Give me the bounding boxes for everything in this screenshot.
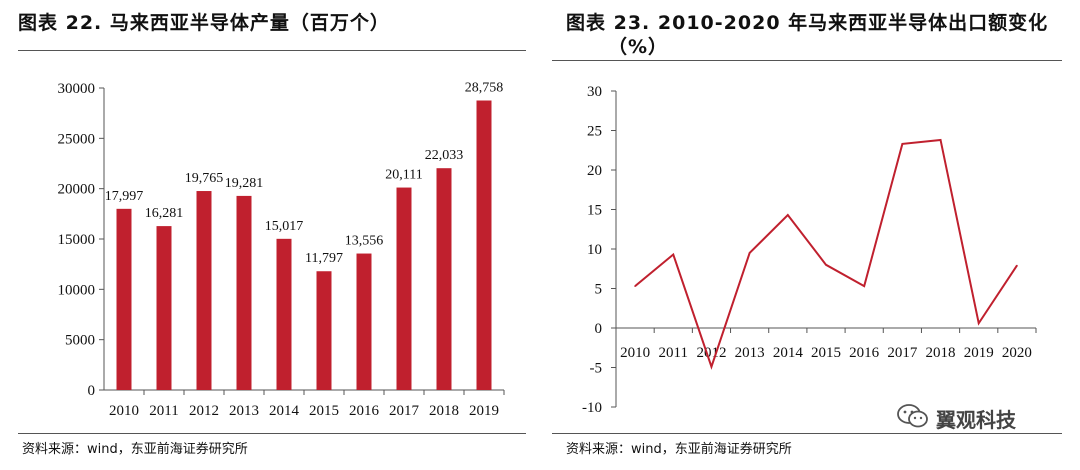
wechat-icon (897, 404, 928, 428)
bar-chart: 0 5000 10000 15000 20000 25000 30000 17,997 2010… (58, 81, 505, 419)
line-y-tick-label: 5 (595, 282, 603, 298)
bar-y-tick-label: 5000 (65, 333, 95, 349)
line-point (825, 264, 827, 266)
bar-x-tick-label: 2011 (149, 403, 178, 419)
bar-data-label: 19,765 (185, 171, 224, 186)
line-x-tick-label: 2017 (887, 345, 918, 361)
bar (396, 187, 412, 390)
bar-data-label: 16,281 (145, 206, 184, 221)
watermark-text: 翼观科技 (936, 408, 1016, 432)
bar (436, 168, 452, 390)
line-x-tick-label: 2020 (1002, 345, 1032, 361)
bar (156, 226, 172, 390)
line-y-tick-label: 15 (587, 203, 602, 219)
line-point (748, 252, 751, 254)
line-point (1016, 264, 1018, 267)
bar-x-tick-label: 2018 (429, 403, 459, 419)
bar-data-label: 22,033 (425, 148, 464, 163)
bar-x-tick-label: 2015 (309, 403, 339, 419)
bar-data-label: 19,281 (225, 176, 264, 191)
bar (316, 271, 332, 390)
line-x-tick-label: 2016 (849, 345, 880, 361)
line-y-tick-label: 10 (587, 242, 602, 258)
bar (116, 208, 132, 390)
right-chart-title-line1: 图表 23. 2010-2020 年马来西亚半导体出口额变化 (566, 12, 1049, 34)
line-point (977, 322, 980, 325)
line-point (710, 365, 713, 368)
bar-data-label: 13,556 (345, 234, 384, 249)
line-y-tick-label: -10 (582, 400, 602, 416)
line-y-tick-label: 20 (587, 163, 602, 179)
left-source-rule (18, 433, 526, 434)
line-x-tick-label: 2011 (659, 345, 688, 361)
bar-y-tick-label: 25000 (58, 131, 96, 147)
right-source-rule (552, 433, 1062, 434)
bar-x-tick-label: 2014 (269, 403, 300, 419)
line-y-tick-label: 25 (587, 124, 602, 140)
bar-x-tick-label: 2012 (189, 403, 219, 419)
line-x-tick-label: 2012 (696, 345, 726, 361)
left-chart-title: 图表 22. 马来西亚半导体产量（百万个） (18, 12, 390, 34)
bar-y-tick-label: 30000 (58, 81, 96, 97)
line-x-tick-label: 2015 (811, 345, 841, 361)
bar-data-label: 15,017 (265, 219, 304, 234)
line-point (863, 285, 865, 287)
bar-data-label: 28,758 (465, 81, 504, 96)
bar (276, 238, 292, 390)
bar-y-tick-label: 0 (88, 383, 96, 399)
line-point (787, 214, 789, 216)
bar (476, 100, 492, 390)
bar-data-label: 20,111 (385, 168, 422, 183)
line-point (939, 139, 942, 141)
bar-y-tick-label: 15000 (58, 232, 96, 248)
line-point (634, 285, 636, 287)
bar (356, 253, 372, 390)
right-title-rule (552, 60, 1062, 61)
bar-x-tick-label: 2010 (109, 403, 139, 419)
bar-y-tick-label: 20000 (58, 182, 96, 198)
bar (196, 191, 212, 390)
line-y-tick-label: -5 (590, 361, 603, 377)
line-x-tick-label: 2014 (773, 345, 804, 361)
line-chart: -10 -5 0 5 10 15 20 25 30 2010 2011 2012 2013 2014 201… (582, 84, 1037, 416)
bar (236, 195, 252, 390)
bar-data-label: 11,797 (305, 251, 343, 266)
line-point (901, 143, 904, 145)
right-source-note: 资料来源：wind，东亚前海证券研究所 (566, 442, 792, 457)
line-x-tick-label: 2018 (926, 345, 956, 361)
line-point (672, 253, 675, 256)
line-y-tick-label: 0 (595, 321, 603, 337)
left-source-note: 资料来源：wind，东亚前海证券研究所 (22, 442, 248, 457)
left-title-rule (18, 50, 526, 51)
bar-x-tick-label: 2019 (469, 403, 499, 419)
line-x-tick-label: 2010 (620, 345, 650, 361)
bar-y-tick-label: 10000 (58, 282, 96, 298)
line-x-tick-label: 2013 (735, 345, 765, 361)
bar-data-label: 17,997 (105, 189, 144, 204)
bar-x-tick-label: 2013 (229, 403, 259, 419)
line-y-tick-label: 30 (587, 84, 602, 100)
right-chart-title-line2: （%） (608, 36, 669, 58)
bar-x-tick-label: 2017 (389, 403, 420, 419)
bar-x-tick-label: 2016 (349, 403, 380, 419)
line-x-tick-label: 2019 (964, 345, 994, 361)
